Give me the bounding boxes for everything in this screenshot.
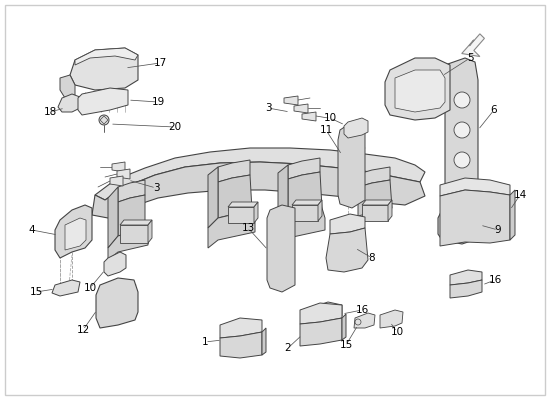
Circle shape — [454, 122, 470, 138]
Text: 3: 3 — [153, 183, 159, 193]
Polygon shape — [438, 205, 480, 244]
Polygon shape — [388, 200, 392, 221]
Polygon shape — [96, 278, 138, 328]
Polygon shape — [450, 270, 482, 285]
Polygon shape — [318, 200, 322, 221]
Polygon shape — [300, 303, 342, 324]
Text: 5: 5 — [467, 53, 474, 63]
Polygon shape — [440, 190, 510, 246]
Polygon shape — [510, 190, 515, 240]
Polygon shape — [267, 205, 295, 292]
Text: 6: 6 — [491, 105, 497, 115]
Text: 8: 8 — [368, 253, 375, 263]
Polygon shape — [117, 169, 130, 179]
Polygon shape — [354, 313, 375, 328]
Polygon shape — [330, 214, 365, 234]
Polygon shape — [120, 220, 152, 225]
Polygon shape — [450, 280, 482, 298]
Polygon shape — [228, 202, 258, 207]
Polygon shape — [310, 302, 342, 322]
Polygon shape — [92, 162, 425, 218]
Polygon shape — [110, 176, 123, 186]
Polygon shape — [284, 96, 298, 105]
Text: 2: 2 — [285, 343, 292, 353]
Polygon shape — [208, 167, 218, 228]
Polygon shape — [385, 58, 450, 120]
Polygon shape — [100, 116, 108, 124]
Polygon shape — [108, 187, 118, 248]
Polygon shape — [342, 314, 346, 340]
Polygon shape — [362, 200, 392, 205]
Polygon shape — [58, 94, 80, 112]
Circle shape — [454, 152, 470, 168]
Polygon shape — [65, 218, 86, 250]
Polygon shape — [60, 75, 75, 98]
Polygon shape — [278, 165, 288, 226]
Text: 4: 4 — [29, 225, 35, 235]
Text: 16: 16 — [488, 275, 502, 285]
Polygon shape — [292, 200, 322, 205]
Polygon shape — [300, 318, 342, 346]
Polygon shape — [344, 118, 368, 138]
Text: 16: 16 — [355, 305, 368, 315]
Polygon shape — [148, 220, 152, 243]
Text: 10: 10 — [323, 113, 337, 123]
Polygon shape — [228, 207, 254, 223]
Polygon shape — [220, 332, 262, 358]
Polygon shape — [288, 172, 322, 216]
Text: 13: 13 — [241, 223, 255, 233]
Text: 3: 3 — [265, 103, 271, 113]
Text: 15: 15 — [29, 287, 43, 297]
Polygon shape — [95, 148, 425, 200]
Polygon shape — [302, 112, 316, 121]
Polygon shape — [358, 180, 392, 216]
Polygon shape — [220, 318, 262, 338]
Polygon shape — [288, 158, 320, 179]
Polygon shape — [108, 228, 148, 260]
Text: 19: 19 — [151, 97, 164, 107]
Polygon shape — [262, 328, 266, 355]
Circle shape — [454, 92, 470, 108]
Polygon shape — [292, 205, 318, 221]
Polygon shape — [326, 228, 368, 272]
Polygon shape — [254, 202, 258, 223]
Polygon shape — [338, 122, 365, 208]
Text: 10: 10 — [84, 283, 97, 293]
Polygon shape — [104, 252, 126, 276]
Polygon shape — [445, 58, 478, 208]
Text: 14: 14 — [513, 190, 527, 200]
Polygon shape — [380, 310, 403, 328]
Polygon shape — [294, 104, 308, 113]
Polygon shape — [358, 167, 390, 187]
Polygon shape — [395, 70, 445, 112]
Text: 11: 11 — [320, 125, 333, 135]
Text: 15: 15 — [339, 340, 353, 350]
Polygon shape — [218, 160, 250, 182]
Polygon shape — [218, 175, 252, 218]
Polygon shape — [462, 34, 485, 56]
Polygon shape — [278, 208, 325, 246]
Polygon shape — [112, 162, 125, 172]
Polygon shape — [75, 48, 138, 65]
Polygon shape — [70, 48, 138, 90]
Polygon shape — [55, 205, 92, 258]
Polygon shape — [118, 180, 145, 202]
Text: 10: 10 — [390, 327, 404, 337]
Polygon shape — [208, 210, 255, 248]
Polygon shape — [440, 178, 510, 196]
Text: 20: 20 — [168, 122, 182, 132]
Polygon shape — [362, 205, 388, 221]
Text: 18: 18 — [43, 107, 57, 117]
Text: 1: 1 — [202, 337, 208, 347]
Circle shape — [99, 115, 109, 125]
Polygon shape — [120, 225, 148, 243]
Polygon shape — [118, 195, 145, 236]
Text: 17: 17 — [153, 58, 167, 68]
Text: 9: 9 — [494, 225, 501, 235]
Polygon shape — [78, 88, 128, 115]
Polygon shape — [52, 280, 80, 296]
Text: 12: 12 — [76, 325, 90, 335]
